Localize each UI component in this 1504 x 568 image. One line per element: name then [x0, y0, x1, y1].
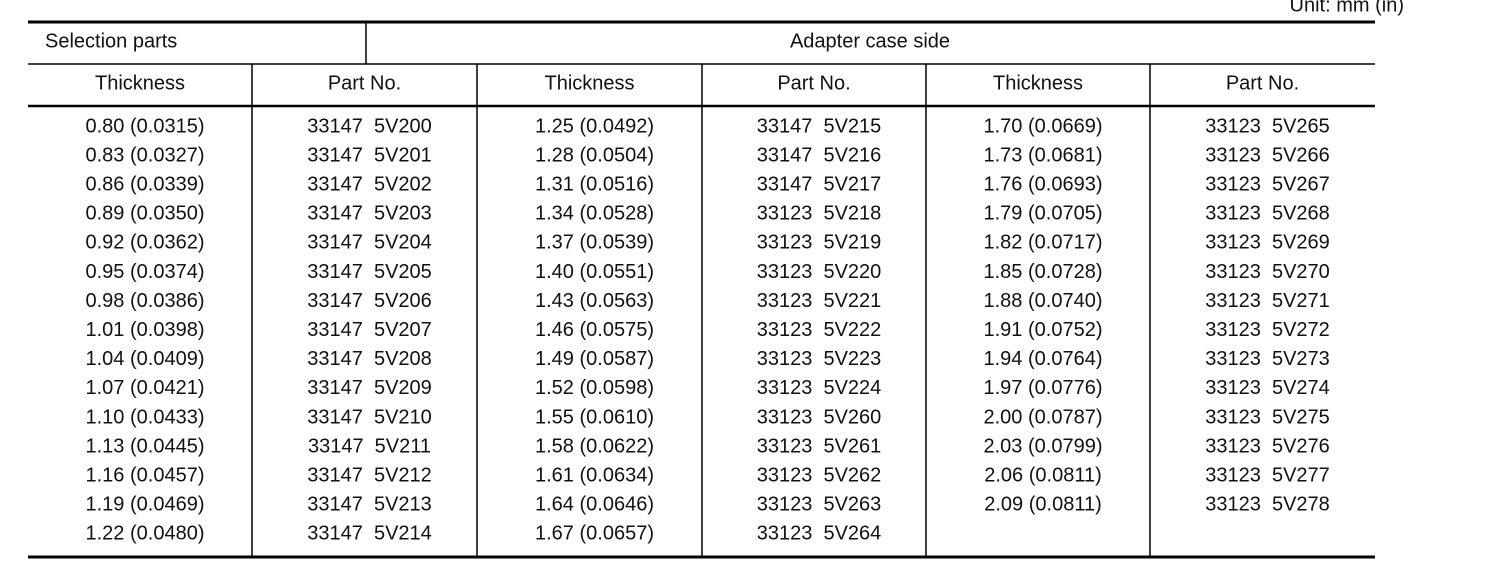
- cell: 0.83 (0.0327): [86, 144, 205, 166]
- column-header: Part No.: [777, 72, 850, 94]
- cell: 33147 5V201: [307, 144, 432, 166]
- cell: 33123 5V278: [1205, 494, 1330, 516]
- cell: 1.40 (0.0551): [535, 261, 654, 283]
- cell: 33147 5V209: [307, 377, 432, 399]
- cell: 33123 5V273: [1205, 348, 1330, 370]
- cell: 33123 5V277: [1205, 464, 1330, 486]
- cell: 1.22 (0.0480): [86, 523, 205, 545]
- cell: 33147 5V214: [307, 523, 432, 545]
- cell: 33123 5V265: [1205, 115, 1330, 137]
- cell: 1.46 (0.0575): [535, 319, 654, 341]
- cell: 33123 5V272: [1205, 319, 1330, 341]
- cell: 1.43 (0.0563): [535, 290, 654, 312]
- cell: 1.55 (0.0610): [535, 406, 654, 428]
- cell: 33123 5V274: [1205, 377, 1330, 399]
- column-header: Part No.: [1226, 72, 1299, 94]
- group-header: Adapter case side: [790, 30, 950, 52]
- cell: 1.61 (0.0634): [535, 464, 654, 486]
- cell: 33123 5V260: [757, 406, 882, 428]
- cell: 1.07 (0.0421): [86, 377, 205, 399]
- cell: 1.52 (0.0598): [535, 377, 654, 399]
- cell: 33147 5V206: [307, 290, 432, 312]
- cell: 0.86 (0.0339): [86, 173, 205, 195]
- cell: 1.94 (0.0764): [984, 348, 1103, 370]
- group-header: Selection parts: [45, 30, 177, 52]
- cell: 1.79 (0.0705): [984, 203, 1103, 225]
- column-header: Part No.: [328, 72, 401, 94]
- column-header: Thickness: [544, 72, 634, 94]
- cell: 33123 5V269: [1205, 232, 1330, 254]
- cell: 33123 5V262: [757, 464, 882, 486]
- cell: 33123 5V263: [757, 494, 882, 516]
- cell: 1.04 (0.0409): [86, 348, 205, 370]
- cell: 33123 5V224: [757, 377, 882, 399]
- cell: 1.64 (0.0646): [535, 494, 654, 516]
- unit-label: Unit: mm (in): [1290, 0, 1404, 16]
- cell: 1.34 (0.0528): [535, 203, 654, 225]
- cell: 33123 5V220: [757, 261, 882, 283]
- cell: 1.37 (0.0539): [535, 232, 654, 254]
- cell: 33123 5V266: [1205, 144, 1330, 166]
- column-header: Thickness: [993, 72, 1083, 94]
- cell: 33147 5V215: [757, 115, 882, 137]
- cell: 0.95 (0.0374): [86, 261, 205, 283]
- cell: 1.88 (0.0740): [984, 290, 1103, 312]
- cell: 1.10 (0.0433): [86, 406, 205, 428]
- cell: 33147 5V205: [307, 261, 432, 283]
- cell: 1.13 (0.0445): [86, 435, 205, 457]
- cell: 33147 5V213: [307, 494, 432, 516]
- cell: 33147 5V212: [307, 464, 432, 486]
- cell: 33147 5V200: [307, 115, 432, 137]
- cell: 33123 5V218: [757, 203, 882, 225]
- cell: 0.98 (0.0386): [86, 290, 205, 312]
- cell: 33147 5V208: [307, 348, 432, 370]
- cell: 1.97 (0.0776): [984, 377, 1103, 399]
- cell: 33147 5V210: [307, 406, 432, 428]
- cell: 33147 5V203: [307, 203, 432, 225]
- cell: 33123 5V221: [757, 290, 882, 312]
- cell: 33123 5V276: [1205, 435, 1330, 457]
- cell: 33123 5V268: [1205, 203, 1330, 225]
- cell: 2.03 (0.0799): [984, 435, 1103, 457]
- cell: 2.00 (0.0787): [984, 406, 1103, 428]
- cell: 33123 5V264: [757, 523, 882, 545]
- cell: 1.01 (0.0398): [86, 319, 205, 341]
- cell: 33147 5V207: [307, 319, 432, 341]
- cell: 1.28 (0.0504): [535, 144, 654, 166]
- cell: 33123 5V271: [1205, 290, 1330, 312]
- cell: 1.82 (0.0717): [984, 232, 1103, 254]
- cell: 33123 5V219: [757, 232, 882, 254]
- cell: 33147 5V217: [757, 173, 882, 195]
- cell: 1.73 (0.0681): [984, 144, 1103, 166]
- cell: 1.49 (0.0587): [535, 348, 654, 370]
- cell: 33123 5V222: [757, 319, 882, 341]
- cell: 1.91 (0.0752): [984, 319, 1103, 341]
- cell: 1.85 (0.0728): [984, 261, 1103, 283]
- cell: 33147 5V216: [757, 144, 882, 166]
- cell: 33147 5V202: [307, 173, 432, 195]
- cell: 1.16 (0.0457): [86, 464, 205, 486]
- cell: 1.19 (0.0469): [86, 494, 205, 516]
- cell: 1.76 (0.0693): [984, 173, 1103, 195]
- cell: 1.58 (0.0622): [535, 435, 654, 457]
- cell: 33147 5V211: [308, 435, 431, 457]
- cell: 0.92 (0.0362): [86, 232, 205, 254]
- cell: 1.70 (0.0669): [984, 115, 1103, 137]
- cell: 33147 5V204: [307, 232, 432, 254]
- cell: 2.09 (0.0811): [984, 494, 1102, 516]
- cell: 33123 5V267: [1205, 173, 1330, 195]
- cell: 0.80 (0.0315): [86, 115, 205, 137]
- column-header: Thickness: [95, 72, 185, 94]
- cell: 2.06 (0.0811): [984, 464, 1102, 486]
- cell: 1.67 (0.0657): [535, 523, 654, 545]
- cell: 1.31 (0.0516): [535, 173, 654, 195]
- cell: 0.89 (0.0350): [86, 203, 205, 225]
- cell: 33123 5V223: [757, 348, 882, 370]
- cell: 33123 5V261: [757, 435, 882, 457]
- cell: 33123 5V270: [1205, 261, 1330, 283]
- cell: 1.25 (0.0492): [535, 115, 654, 137]
- cell: 33123 5V275: [1205, 406, 1330, 428]
